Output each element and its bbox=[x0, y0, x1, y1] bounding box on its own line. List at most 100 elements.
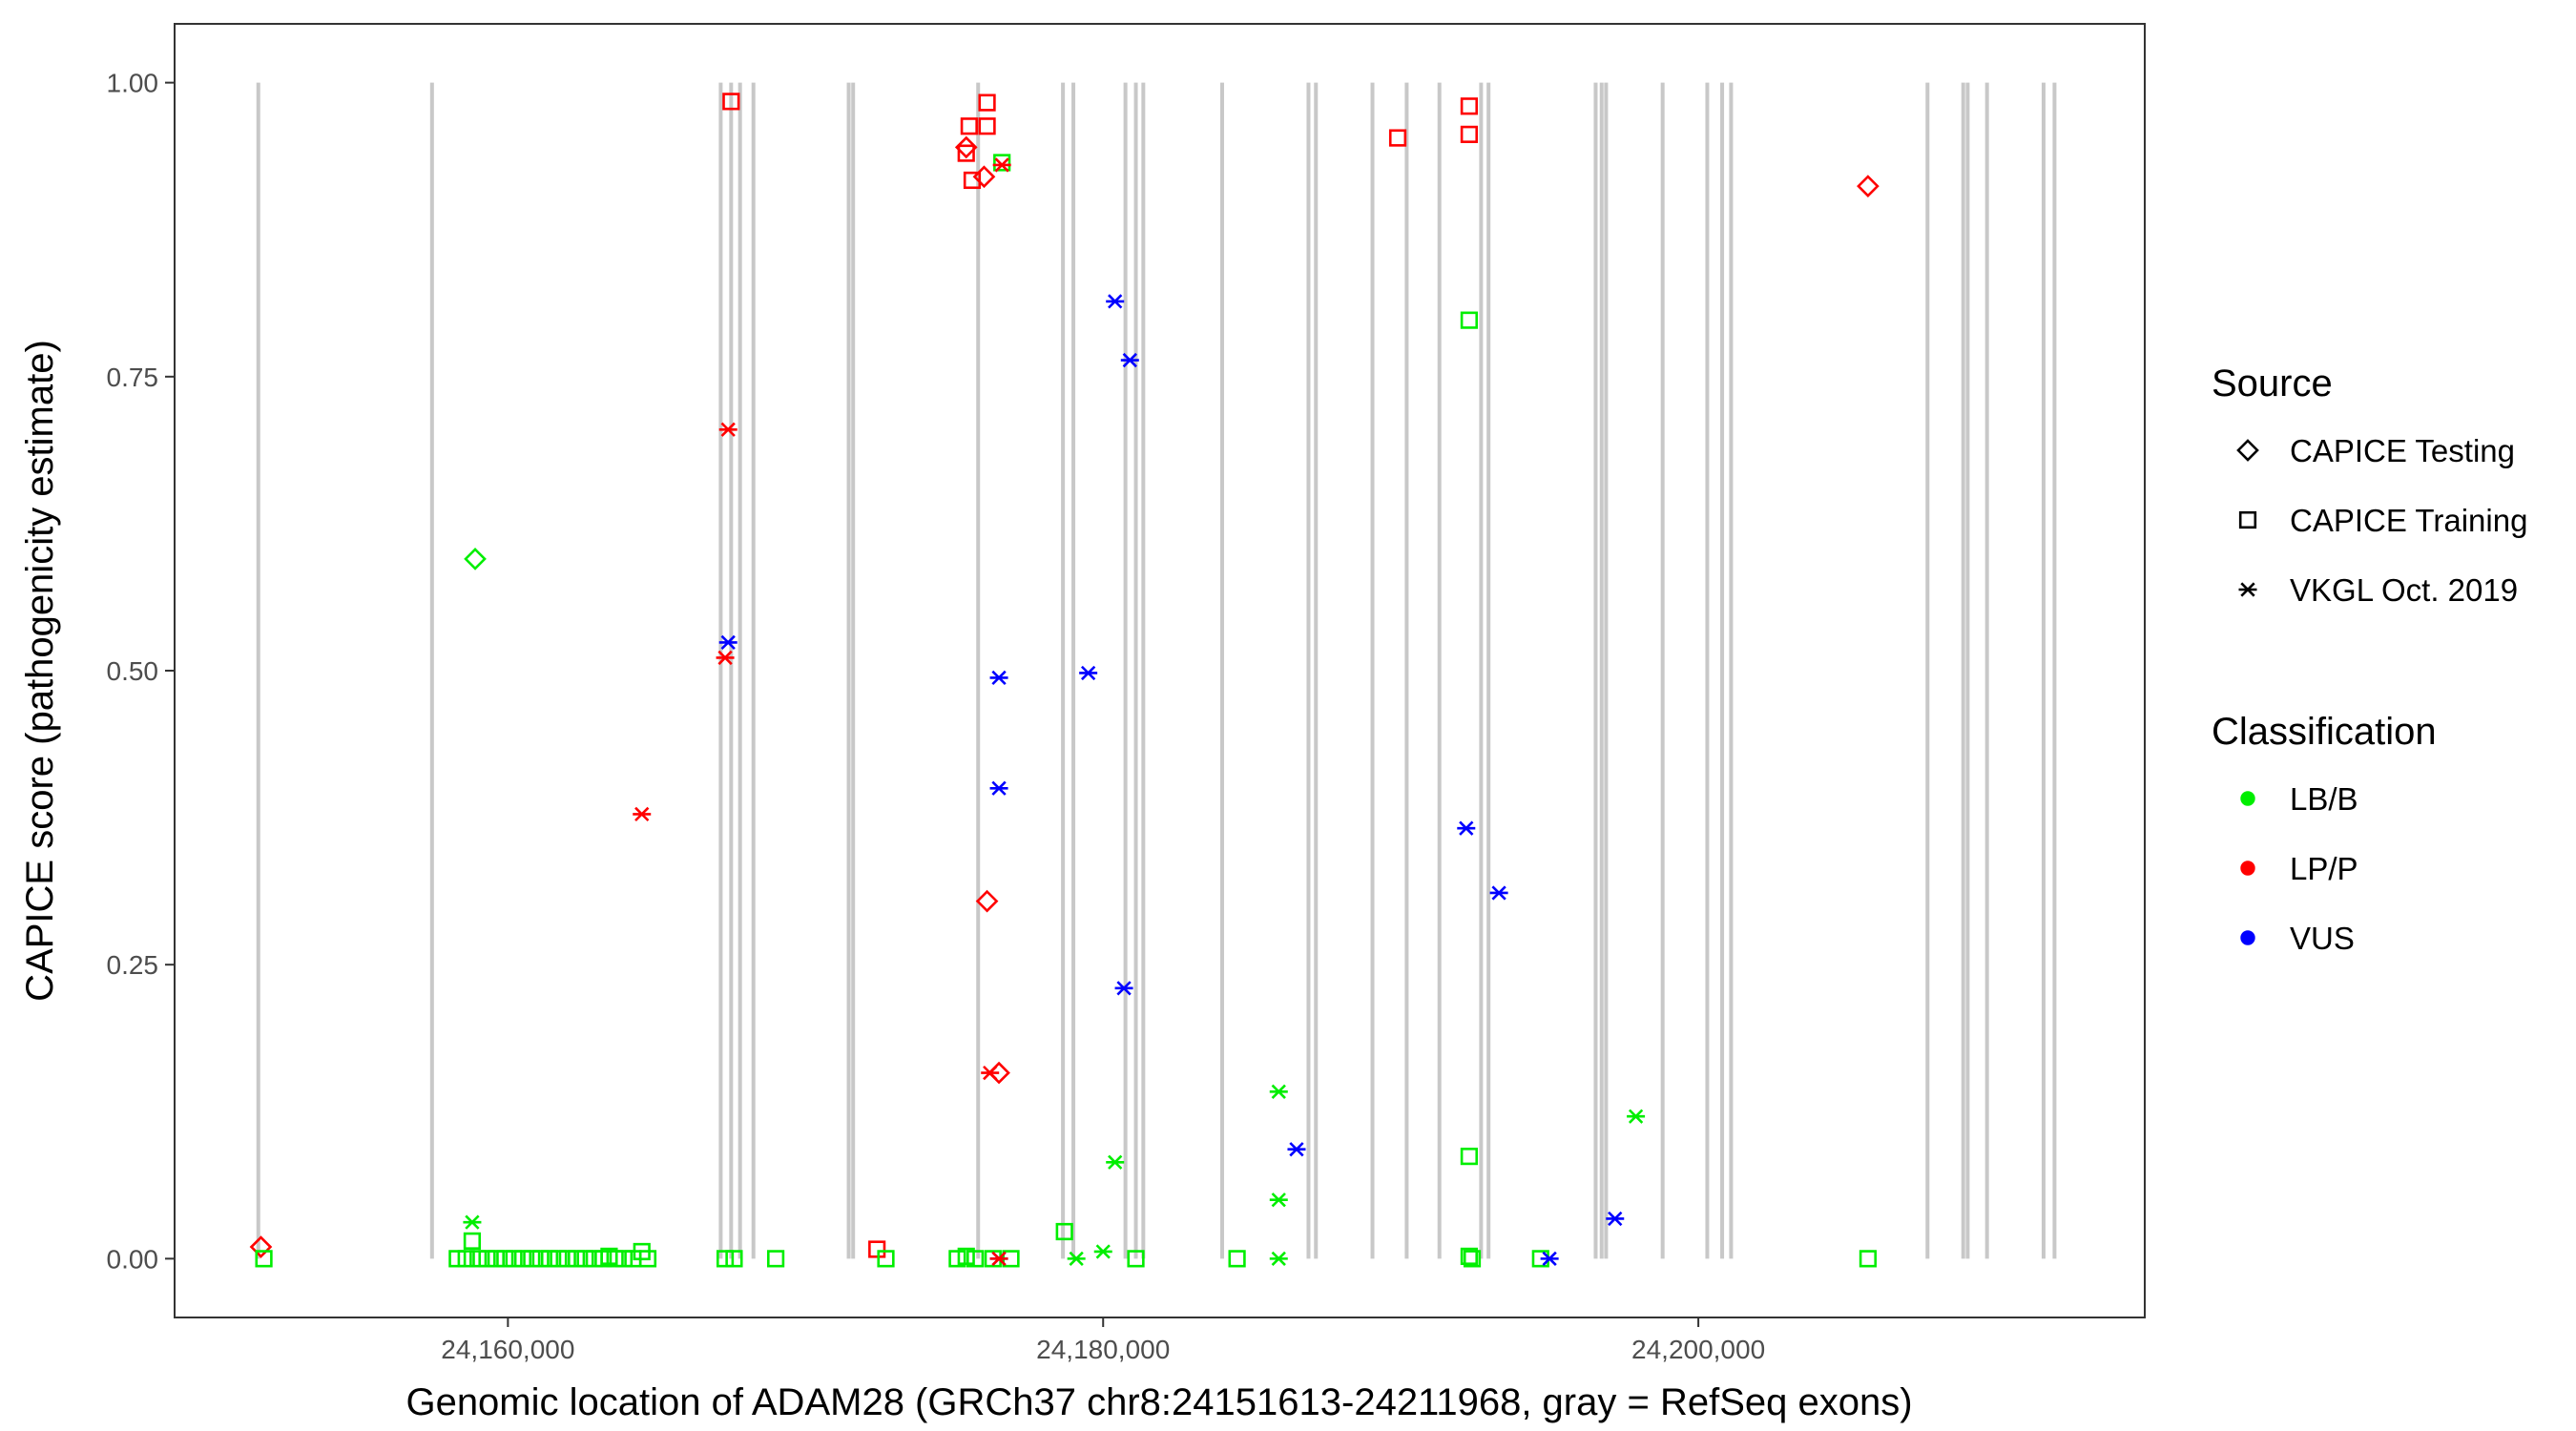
y-tick-label: 1.00 bbox=[107, 69, 159, 98]
data-point bbox=[1067, 1251, 1086, 1266]
data-point bbox=[978, 117, 996, 135]
data-point bbox=[877, 1250, 895, 1268]
legend-key bbox=[2238, 510, 2257, 529]
data-point bbox=[638, 1250, 657, 1268]
legend-label: VUS bbox=[2290, 921, 2355, 956]
data-point bbox=[992, 157, 1011, 173]
data-point bbox=[1857, 175, 1880, 197]
data-point bbox=[948, 1250, 966, 1268]
data-point bbox=[989, 670, 1008, 686]
data-point bbox=[1093, 1244, 1112, 1259]
data-point bbox=[1460, 1247, 1479, 1265]
data-point bbox=[993, 154, 1011, 172]
data-point bbox=[1120, 352, 1139, 368]
data-point bbox=[978, 93, 996, 112]
data-point bbox=[1859, 1250, 1878, 1268]
y-axis-title: CAPICE score (pathogenicity estimate) bbox=[19, 340, 61, 1002]
legend-key bbox=[2238, 582, 2257, 597]
data-point bbox=[1460, 97, 1479, 115]
data-point bbox=[249, 1235, 273, 1258]
legend-key bbox=[2240, 930, 2255, 945]
legend-key bbox=[2240, 861, 2255, 876]
data-point bbox=[606, 1250, 624, 1268]
data-point bbox=[614, 1250, 634, 1268]
data-point bbox=[1457, 820, 1476, 836]
data-point bbox=[1460, 125, 1479, 143]
data-point bbox=[767, 1250, 785, 1268]
data-point bbox=[957, 144, 975, 162]
data-point bbox=[725, 1250, 743, 1268]
y-tick-label: 0.00 bbox=[107, 1244, 159, 1274]
data-point bbox=[550, 1250, 568, 1268]
data-point bbox=[1489, 885, 1508, 901]
data-point bbox=[487, 1250, 505, 1268]
data-point bbox=[1627, 1109, 1646, 1124]
data-point bbox=[722, 93, 740, 111]
x-tick-label: 24,200,000 bbox=[1631, 1335, 1765, 1364]
data-point bbox=[868, 1240, 886, 1258]
data-point bbox=[975, 889, 999, 913]
data-point bbox=[718, 422, 737, 437]
data-point bbox=[513, 1250, 532, 1268]
x-tick-label: 24,160,000 bbox=[441, 1335, 574, 1364]
legend-label: LB/B bbox=[2290, 781, 2358, 817]
data-point bbox=[716, 1250, 735, 1268]
x-axis: 24,160,000 24,180,000 24,200,000 bbox=[441, 1317, 1765, 1364]
data-point bbox=[989, 1251, 1008, 1266]
data-point bbox=[1388, 129, 1407, 147]
data-point bbox=[594, 1250, 613, 1268]
x-tick-label: 24,180,000 bbox=[1036, 1335, 1170, 1364]
x-axis-title: Genomic location of ADAM28 (GRCh37 chr8:… bbox=[405, 1381, 1912, 1423]
data-point bbox=[1079, 665, 1098, 681]
data-point bbox=[463, 1232, 482, 1250]
data-point bbox=[576, 1250, 594, 1268]
legend: Source CAPICE Testing CAPICE Training VKGL … bbox=[2212, 363, 2527, 956]
data-point bbox=[448, 1250, 467, 1268]
data-point bbox=[540, 1250, 559, 1268]
y-tick-label: 0.75 bbox=[107, 363, 159, 392]
data-point bbox=[496, 1250, 514, 1268]
data-point bbox=[716, 650, 735, 666]
data-point bbox=[463, 1214, 482, 1230]
data-point bbox=[954, 135, 978, 159]
data-point bbox=[457, 1250, 475, 1268]
legend-label: CAPICE Training bbox=[2290, 503, 2527, 538]
data-point bbox=[469, 1250, 488, 1268]
data-point bbox=[1460, 1148, 1479, 1166]
data-point bbox=[558, 1250, 576, 1268]
data-point bbox=[505, 1250, 523, 1268]
data-point bbox=[718, 634, 737, 651]
legend-key bbox=[2240, 791, 2255, 806]
y-tick-label: 0.25 bbox=[107, 950, 159, 980]
data-point bbox=[1269, 1251, 1288, 1266]
legend-label: VKGL Oct. 2019 bbox=[2290, 572, 2518, 608]
legend-title: Classification bbox=[2212, 711, 2437, 753]
point-layer bbox=[249, 93, 1880, 1268]
y-axis: 0.00 0.25 0.50 0.75 1.00 bbox=[107, 69, 175, 1274]
legend-label: LP/P bbox=[2290, 851, 2358, 886]
data-point bbox=[1269, 1084, 1288, 1099]
legend-key bbox=[2236, 439, 2259, 462]
data-point bbox=[1228, 1250, 1246, 1268]
data-point bbox=[531, 1250, 550, 1268]
exon-layer bbox=[256, 82, 2057, 1259]
data-point bbox=[1127, 1250, 1145, 1268]
data-point bbox=[255, 1250, 273, 1268]
data-point bbox=[1114, 981, 1133, 996]
data-point bbox=[960, 117, 978, 135]
data-point bbox=[464, 548, 487, 570]
data-point bbox=[1460, 311, 1479, 329]
data-point bbox=[633, 806, 652, 822]
data-point bbox=[1463, 1250, 1482, 1268]
data-point bbox=[966, 1250, 985, 1268]
data-point bbox=[1106, 294, 1125, 309]
data-point bbox=[1606, 1211, 1625, 1227]
legend-label: CAPICE Testing bbox=[2290, 433, 2515, 468]
data-point bbox=[1287, 1142, 1306, 1157]
data-point bbox=[981, 1065, 1000, 1081]
data-point bbox=[1540, 1251, 1559, 1266]
data-point bbox=[1055, 1222, 1073, 1241]
